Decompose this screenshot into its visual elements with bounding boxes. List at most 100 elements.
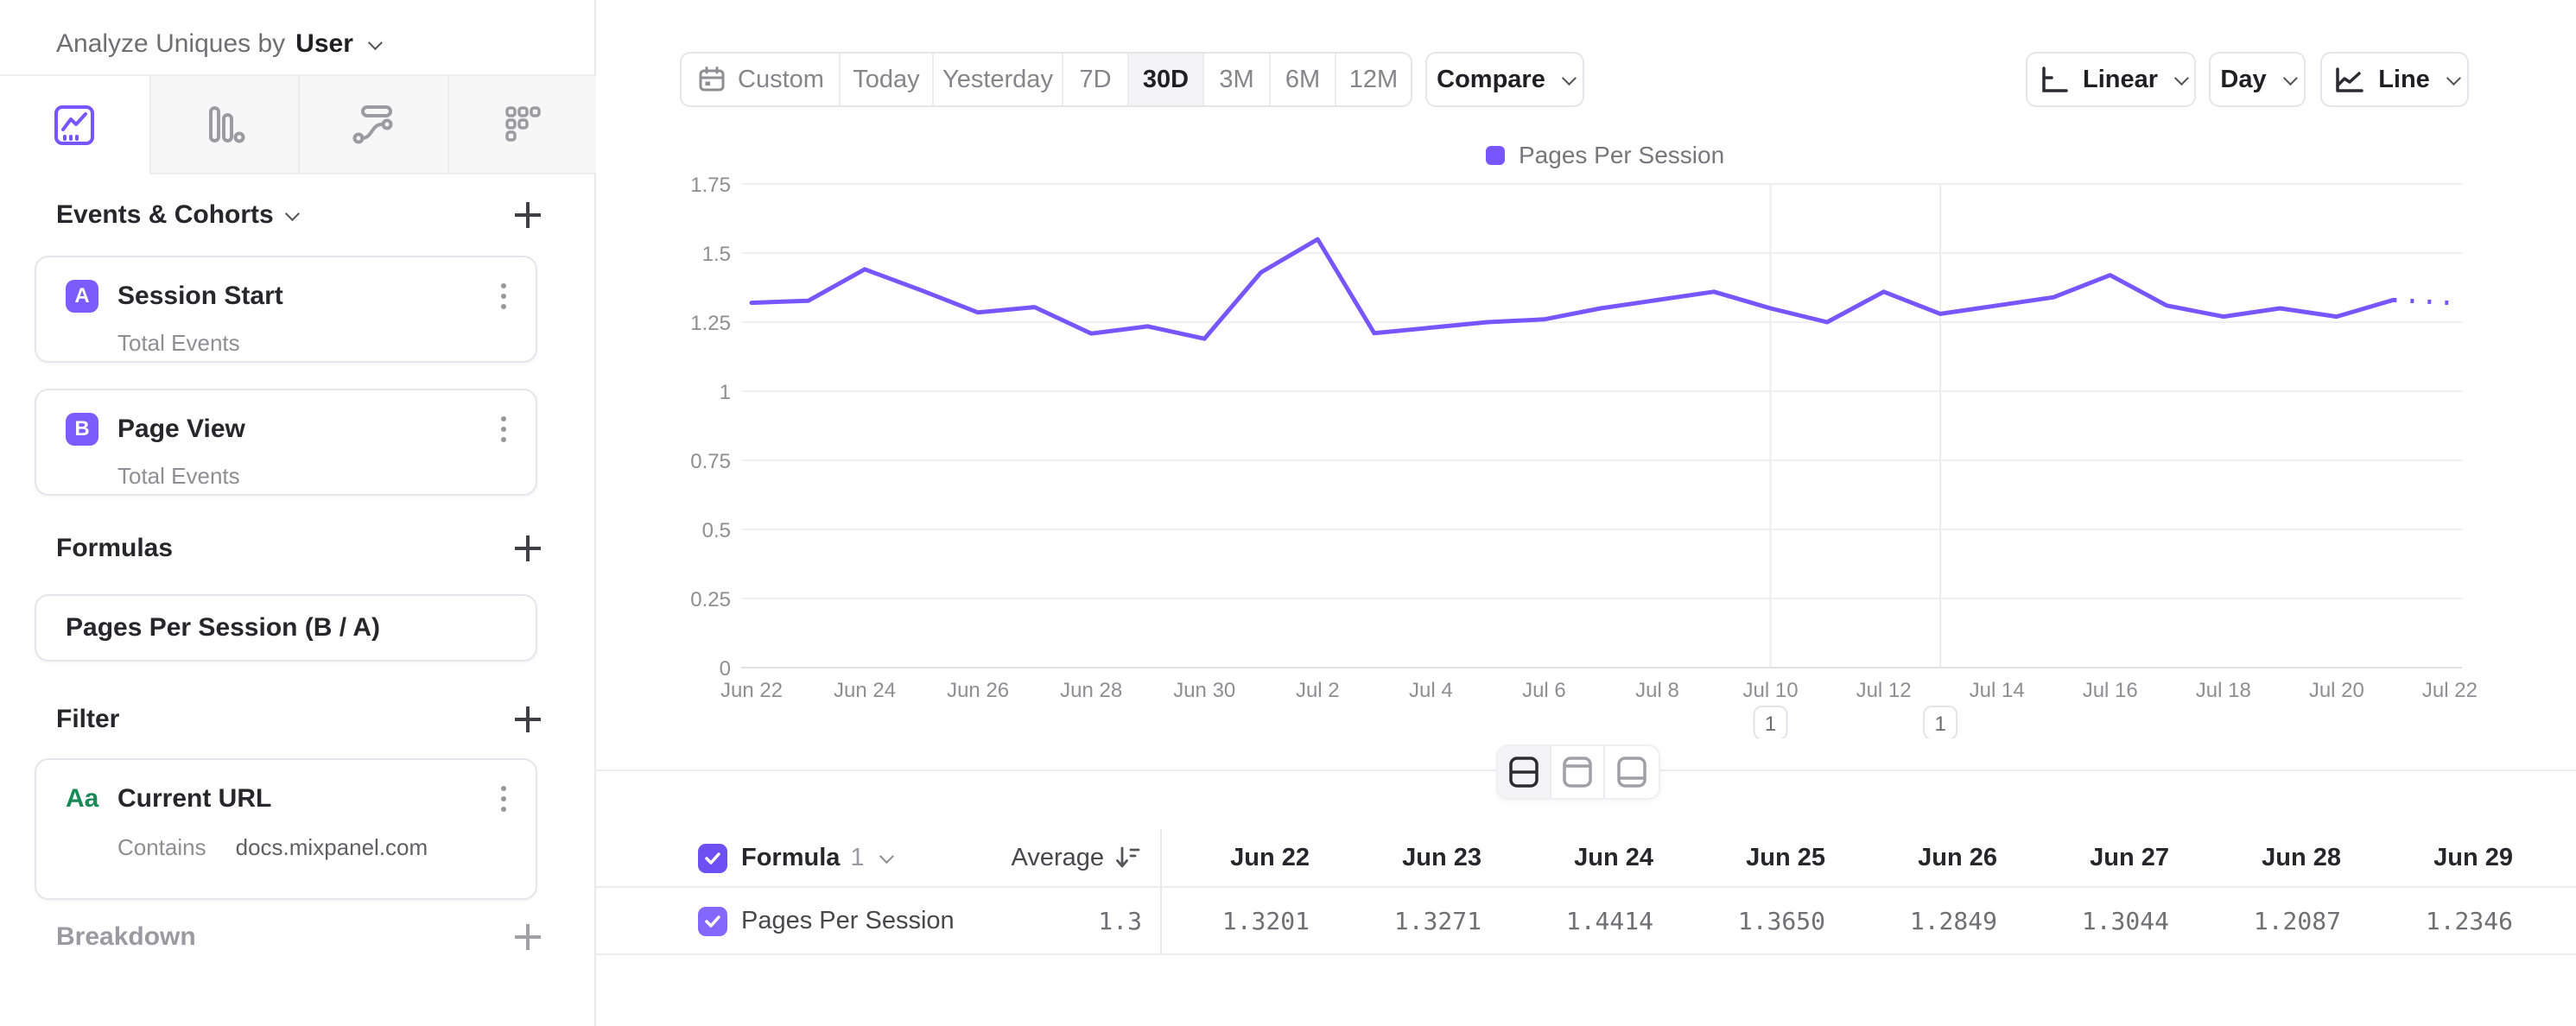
average-column-header[interactable]: Average (1011, 843, 1105, 871)
formula-card[interactable]: Pages Per Session (B / A) (35, 594, 537, 662)
range-custom[interactable]: Custom (682, 54, 841, 105)
breakdown-section-title: Breakdown (56, 922, 196, 951)
col-header[interactable]: Jun 24 (1574, 843, 1653, 871)
add-formula-button[interactable] (513, 534, 542, 563)
chart-type-label: Line (2378, 65, 2430, 93)
svg-text:Jun 28: Jun 28 (1060, 679, 1122, 702)
events-section-header: Events & Cohorts (56, 200, 542, 230)
line-chart-tab-icon (50, 101, 98, 149)
chart-type-dropdown[interactable]: Line (2320, 52, 2469, 107)
date-range-control: Custom Today Yesterday 7D 30D 3M 6M 12M (680, 52, 1412, 107)
kebab-menu-icon[interactable] (496, 781, 511, 817)
analyze-header: Analyze Uniques by User (56, 24, 383, 64)
table-column-divider (1160, 829, 1162, 955)
compare-button[interactable]: Compare (1425, 52, 1584, 107)
col-header[interactable]: Jun 26 (1918, 843, 1997, 871)
svg-text:Jul 20: Jul 20 (2309, 679, 2364, 702)
formulas-section-header: Formulas (56, 534, 542, 563)
range-7d[interactable]: 7D (1063, 54, 1129, 105)
tab-retention-grid[interactable] (447, 76, 596, 174)
svg-text:Jul 14: Jul 14 (1970, 679, 2025, 702)
scale-dropdown[interactable]: Linear (2026, 52, 2196, 107)
chevron-down-icon (284, 206, 300, 222)
table-row: Pages Per Session 1.3 1.3201 1.3271 1.44… (596, 888, 2576, 955)
kebab-menu-icon[interactable] (496, 411, 511, 447)
add-filter-button[interactable] (513, 705, 542, 734)
col-header[interactable]: Jun 28 (2262, 843, 2341, 871)
svg-text:Jul 8: Jul 8 (1635, 679, 1679, 702)
add-event-button[interactable] (513, 200, 542, 230)
svg-text:0: 0 (720, 657, 731, 681)
svg-text:Jun 30: Jun 30 (1173, 679, 1235, 702)
linear-axis-icon (2036, 62, 2071, 97)
col-header[interactable]: Jun 27 (2090, 843, 2169, 871)
event-card-page-view[interactable]: B Page View Total Events (35, 389, 537, 496)
granularity-label: Day (2220, 65, 2267, 93)
range-30d[interactable]: 30D (1129, 54, 1204, 105)
layout-bottom-button[interactable] (1605, 746, 1659, 798)
layout-split-button[interactable] (1498, 746, 1551, 798)
col-header[interactable]: Jun 29 (2433, 843, 2513, 871)
string-property-icon: Aa (66, 784, 99, 813)
cell-value: 1.4414 (1565, 906, 1653, 935)
range-label: Custom (738, 65, 824, 93)
svg-text:Jul 10: Jul 10 (1743, 679, 1799, 702)
legend-swatch (1486, 146, 1505, 165)
svg-text:0.5: 0.5 (702, 519, 731, 542)
line-chart[interactable]: 0 0.25 0.5 0.75 1 1.25 1.5 1.75 1 1 Jun 22 Jun 24 Ju… (674, 168, 2505, 738)
event-card-session-start[interactable]: A Session Start Total Events (35, 256, 537, 363)
formula-group-dropdown[interactable]: Formula 1 (741, 829, 894, 886)
filter-value[interactable]: docs.mixpanel.com (235, 834, 428, 860)
svg-text:Jul 12: Jul 12 (1856, 679, 1912, 702)
group-checkbox[interactable] (698, 844, 727, 873)
add-breakdown-button[interactable] (513, 922, 542, 952)
range-12m[interactable]: 12M (1336, 54, 1411, 105)
filter-card-current-url[interactable]: Aa Current URL Contains docs.mixpanel.co… (35, 758, 537, 900)
svg-text:Jul 16: Jul 16 (2083, 679, 2138, 702)
breakdown-section-header: Breakdown (56, 922, 542, 952)
range-label: 30D (1142, 65, 1190, 93)
svg-text:1.5: 1.5 (702, 243, 731, 266)
compare-label: Compare (1437, 65, 1545, 93)
group-number: 1 (850, 843, 865, 871)
tab-bar-chart[interactable] (149, 76, 298, 174)
range-today[interactable]: Today (841, 54, 934, 105)
series-checkbox[interactable] (698, 907, 727, 936)
granularity-dropdown[interactable]: Day (2209, 52, 2306, 107)
event-measure[interactable]: Total Events (117, 463, 240, 489)
event-measure[interactable]: Total Events (117, 330, 240, 356)
scale-label: Linear (2082, 65, 2159, 93)
sort-descending-icon[interactable] (1113, 843, 1142, 872)
legend-series-label: Pages Per Session (1519, 142, 1725, 168)
range-yesterday[interactable]: Yesterday (934, 54, 1063, 105)
chevron-down-icon (2173, 71, 2189, 86)
svg-text:Jul 2: Jul 2 (1296, 679, 1340, 702)
layout-top-button[interactable] (1551, 746, 1605, 798)
range-label: 6M (1285, 65, 1321, 93)
tab-flow[interactable] (298, 76, 447, 174)
analyze-entity-dropdown[interactable]: User (295, 29, 353, 58)
col-header[interactable]: Jun 22 (1230, 843, 1310, 871)
grid-dots-tab-icon (498, 100, 547, 149)
chevron-down-icon (1561, 71, 1577, 86)
range-6m[interactable]: 6M (1271, 54, 1336, 105)
tab-line-chart[interactable] (0, 76, 149, 174)
report-main-area: Custom Today Yesterday 7D 30D 3M 6M 12M … (596, 0, 2576, 1026)
query-builder-sidebar: Analyze Uniques by User (0, 0, 596, 1026)
calendar-icon (696, 64, 727, 95)
svg-text:1.25: 1.25 (690, 312, 731, 335)
col-header[interactable]: Jun 23 (1402, 843, 1482, 871)
range-3m[interactable]: 3M (1204, 54, 1271, 105)
svg-text:Jun 24: Jun 24 (834, 679, 896, 702)
cell-value: 1.2346 (2425, 906, 2513, 935)
chart-legend[interactable]: Pages Per Session (1486, 142, 1724, 169)
kebab-menu-icon[interactable] (496, 278, 511, 314)
cell-value: 1.3650 (1737, 906, 1825, 935)
series-average: 1.3 (1098, 906, 1142, 935)
range-label: Today (853, 65, 920, 93)
range-label: 12M (1348, 65, 1399, 93)
col-header[interactable]: Jun 25 (1746, 843, 1825, 871)
series-name[interactable]: Pages Per Session (741, 906, 955, 934)
filter-operator[interactable]: Contains (117, 834, 206, 860)
